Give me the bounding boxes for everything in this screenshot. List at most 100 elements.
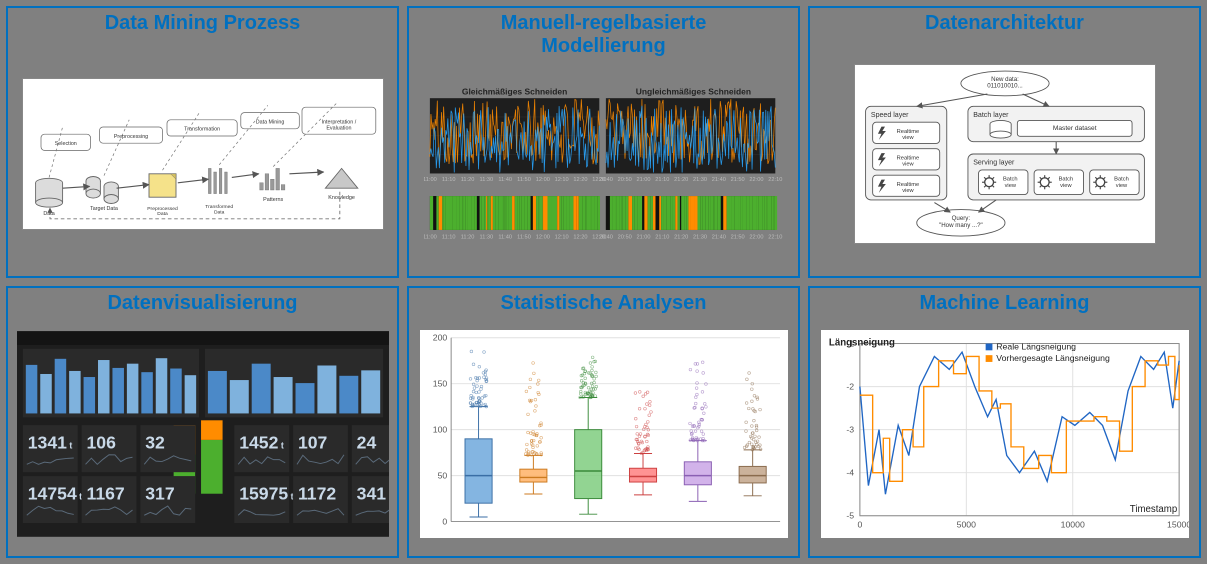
- svg-text:21:50: 21:50: [730, 234, 744, 240]
- svg-text:15975 t: 15975 t: [239, 483, 293, 503]
- svg-text:100: 100: [432, 424, 447, 434]
- svg-text:0: 0: [857, 519, 862, 529]
- svg-text:Vorhergesagte Längsneigung: Vorhergesagte Längsneigung: [996, 352, 1110, 362]
- panel-datenvisualisierung: Datenvisualisierung 1341 t106321452 t107…: [6, 286, 399, 558]
- svg-text:Timestamp: Timestamp: [1129, 503, 1176, 514]
- svg-text:11:40: 11:40: [498, 177, 512, 183]
- svg-text:-2: -2: [846, 381, 854, 391]
- svg-text:Patterns: Patterns: [263, 196, 283, 202]
- svg-text:20:50: 20:50: [617, 234, 631, 240]
- panel-datenarchitektur: Datenarchitektur New data:011010010... Sp…: [808, 6, 1201, 278]
- svg-text:12:00: 12:00: [535, 234, 549, 240]
- svg-text:11:20: 11:20: [460, 177, 474, 183]
- panel-body: 1341 t106321452 t1072414754 t11673171597…: [14, 319, 391, 548]
- svg-text:21:30: 21:30: [692, 177, 706, 183]
- panel-body: SelectionPreprocessingTransformationData…: [14, 39, 391, 268]
- panel-title: Datenarchitektur: [925, 12, 1084, 35]
- svg-text:11:20: 11:20: [460, 234, 474, 240]
- panel-data-mining-prozess: Data Mining Prozess SelectionPreprocessi…: [6, 6, 399, 278]
- svg-text:1172: 1172: [297, 483, 335, 503]
- svg-text:150: 150: [432, 378, 447, 388]
- svg-text:12:20: 12:20: [573, 177, 587, 183]
- svg-text:Interpretation /Evaluation: Interpretation /Evaluation: [321, 119, 356, 131]
- svg-text:107: 107: [297, 432, 327, 452]
- svg-text:22:00: 22:00: [749, 234, 763, 240]
- svg-text:50: 50: [437, 470, 447, 480]
- svg-text:11:30: 11:30: [479, 177, 493, 183]
- svg-text:11:30: 11:30: [479, 234, 493, 240]
- svg-text:1341 t: 1341 t: [27, 432, 72, 452]
- svg-text:21:50: 21:50: [730, 177, 744, 183]
- svg-text:12:00: 12:00: [535, 177, 549, 183]
- svg-text:21:20: 21:20: [674, 177, 688, 183]
- panel-body: Gleichmäßiges Schneiden Ungleichmäßiges S…: [415, 62, 792, 268]
- svg-text:200: 200: [432, 332, 447, 342]
- svg-text:Target Data: Target Data: [90, 205, 118, 211]
- svg-text:Speed layer: Speed layer: [870, 111, 908, 118]
- svg-text:11:00: 11:00: [424, 177, 437, 183]
- svg-text:12:10: 12:10: [554, 177, 568, 183]
- svg-text:Knowledge: Knowledge: [328, 195, 355, 201]
- svg-text:Ungleichmäßiges Schneiden: Ungleichmäßiges Schneiden: [635, 86, 750, 96]
- ml-line-chart: -5-4-3-2-1050001000015000LängsneigungTim…: [821, 330, 1189, 538]
- svg-text:21:10: 21:10: [655, 177, 669, 183]
- panel-machine-learning: Machine Learning -5-4-3-2-10500010000150…: [808, 286, 1201, 558]
- svg-text:1452 t: 1452 t: [239, 432, 284, 452]
- svg-text:Reale Längsneigung: Reale Längsneigung: [996, 341, 1076, 351]
- svg-text:10000: 10000: [1060, 519, 1084, 529]
- svg-text:21:40: 21:40: [711, 177, 725, 183]
- panel-grid: Data Mining Prozess SelectionPreprocessi…: [0, 0, 1207, 564]
- svg-text:11:40: 11:40: [498, 234, 512, 240]
- dashboard: 1341 t106321452 t1072414754 t11673171597…: [17, 331, 389, 537]
- panel-title: Datenvisualisierung: [107, 292, 297, 315]
- svg-text:21:30: 21:30: [692, 234, 706, 240]
- svg-text:Data: Data: [43, 211, 54, 217]
- svg-text:22:10: 22:10: [768, 177, 782, 183]
- svg-text:12:10: 12:10: [554, 234, 568, 240]
- svg-text:1167: 1167: [86, 483, 124, 503]
- svg-text:New data:011010010...: New data:011010010...: [987, 75, 1023, 89]
- svg-text:Data Mining: Data Mining: [255, 119, 284, 125]
- svg-text:12:20: 12:20: [573, 234, 587, 240]
- svg-text:20:40: 20:40: [598, 177, 612, 183]
- panel-statistische-analysen: Statistische Analysen 0 50 100 150 200: [407, 286, 800, 558]
- svg-text:15000: 15000: [1167, 519, 1189, 529]
- boxplot-chart: 0 50 100 150 200: [420, 330, 788, 538]
- rule-based-timeseries: Gleichmäßiges Schneiden Ungleichmäßiges S…: [424, 85, 784, 245]
- svg-text:11:00: 11:00: [424, 234, 437, 240]
- panel-body: New data:011010010...Speed layerRealtime…: [816, 39, 1193, 268]
- svg-text:20:40: 20:40: [598, 234, 612, 240]
- svg-text:32: 32: [145, 432, 165, 452]
- panel-manuell-regelbasiert: Manuell-regelbasierte Modellierung Gleic…: [407, 6, 800, 278]
- svg-text:PreprocessedData: PreprocessedData: [147, 205, 178, 216]
- svg-text:Master dataset: Master dataset: [1052, 125, 1096, 132]
- svg-text:11:50: 11:50: [517, 234, 531, 240]
- svg-text:Batchview: Batchview: [1002, 176, 1017, 188]
- svg-text:11:10: 11:10: [441, 234, 455, 240]
- svg-text:21:00: 21:00: [636, 177, 650, 183]
- svg-text:Preprocessing: Preprocessing: [113, 133, 147, 139]
- svg-text:0: 0: [442, 516, 447, 526]
- data-mining-flowchart: SelectionPreprocessingTransformationData…: [22, 78, 384, 230]
- svg-text:341: 341: [356, 483, 386, 503]
- svg-text:22:00: 22:00: [749, 177, 763, 183]
- panel-body: -5-4-3-2-1050001000015000LängsneigungTim…: [816, 319, 1193, 548]
- svg-text:Gleichmäßiges Schneiden: Gleichmäßiges Schneiden: [461, 86, 566, 96]
- svg-text:-3: -3: [846, 424, 854, 434]
- svg-text:Batch layer: Batch layer: [973, 111, 1009, 118]
- panel-title: Machine Learning: [919, 292, 1089, 315]
- svg-text:317: 317: [145, 483, 175, 503]
- svg-text:Serving layer: Serving layer: [973, 159, 1015, 166]
- svg-text:11:50: 11:50: [517, 177, 531, 183]
- panel-title: Data Mining Prozess: [105, 12, 301, 35]
- architecture-diagram: New data:011010010...Speed layerRealtime…: [854, 64, 1156, 244]
- svg-text:14754 t: 14754 t: [27, 483, 81, 503]
- panel-title: Manuell-regelbasierte Modellierung: [501, 12, 707, 58]
- svg-text:20:50: 20:50: [617, 177, 631, 183]
- svg-text:-5: -5: [846, 510, 854, 520]
- svg-text:TransformedData: TransformedData: [205, 204, 233, 215]
- panel-title: Statistische Analysen: [500, 292, 706, 315]
- svg-text:Längsneigung: Längsneigung: [828, 337, 894, 348]
- svg-text:Batchview: Batchview: [1058, 176, 1073, 188]
- svg-text:24: 24: [356, 432, 376, 452]
